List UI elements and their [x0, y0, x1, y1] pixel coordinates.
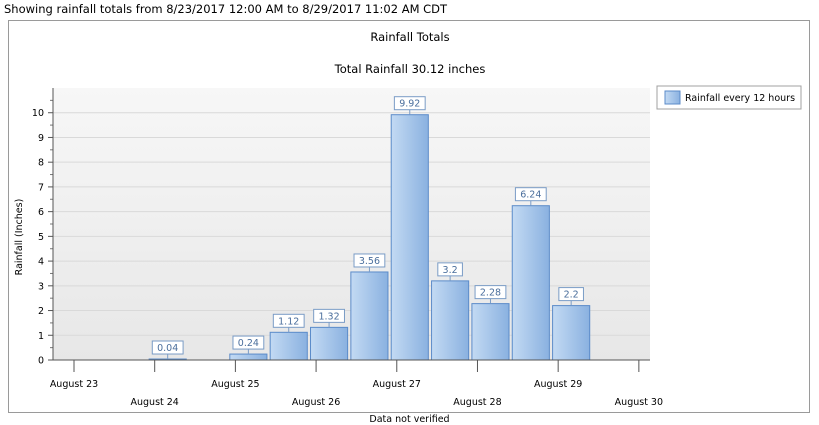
plot-area: 0 1 2 3 4 5 6 7 8 9 10 0.04 0.24 1.12 1.32 3.56 9.92 3.2 2… [32, 88, 663, 408]
data-label-box [272, 313, 305, 328]
x-tick-label: August 28 [453, 397, 501, 408]
legend-swatch [664, 90, 681, 105]
chart-panel: Rainfall Totals Total Rainfall 30.12 inc… [8, 20, 810, 413]
data-label-box [393, 96, 426, 111]
chart-subtitle: Total Rainfall 30.12 inches [334, 62, 486, 76]
x-tick-label: August 27 [373, 379, 421, 390]
data-label: 9.92 [399, 99, 420, 110]
y-tick-label: 8 [38, 158, 44, 169]
data-label: 0.04 [157, 343, 178, 354]
bar [350, 271, 389, 361]
data-label-box [437, 262, 463, 277]
bar [269, 331, 308, 361]
y-tick-label: 3 [38, 281, 44, 292]
y-tick-label: 1 [38, 331, 44, 342]
data-label-box [474, 285, 507, 300]
y-axis-label: Rainfall (Inches) [14, 199, 25, 276]
data-label: 2.28 [480, 288, 501, 299]
x-tick-label: August 24 [131, 397, 179, 408]
bar [552, 305, 591, 361]
y-tick-label: 4 [38, 257, 44, 268]
data-label-box [353, 253, 386, 268]
x-tick-label: August 29 [534, 379, 582, 390]
data-label: 1.12 [278, 316, 299, 327]
x-tick-label: August 26 [292, 397, 340, 408]
y-tick-label: 2 [38, 306, 44, 317]
header-text: Showing rainfall totals from 8/23/2017 1… [4, 2, 448, 16]
bar [390, 114, 429, 361]
x-tick-label: August 25 [211, 379, 259, 390]
y-tick-label: 7 [38, 182, 44, 193]
data-label: 0.24 [238, 338, 259, 349]
legend-label: Rainfall every 12 hours [685, 93, 795, 104]
data-label-box [313, 308, 345, 323]
bar [229, 353, 268, 361]
chart-title: Rainfall Totals [370, 30, 449, 44]
y-tick-label: 9 [38, 133, 44, 144]
bar [310, 326, 349, 361]
y-tick-label: 0 [38, 356, 44, 367]
bar [431, 280, 470, 361]
y-tick-label: 5 [38, 232, 44, 243]
data-label: 3.56 [359, 256, 380, 267]
data-label-box [558, 287, 584, 302]
data-label: 6.24 [520, 190, 541, 201]
rainfall-chart: Rainfall Totals Total Rainfall 30.12 inc… [14, 30, 802, 408]
data-label-box [232, 335, 265, 350]
data-label-box [151, 340, 184, 355]
x-tick-label: August 30 [615, 397, 663, 408]
y-tick-label: 6 [38, 207, 44, 218]
y-tick-label: 10 [32, 108, 44, 119]
legend: Rainfall every 12 hours [656, 85, 802, 110]
data-label-box [514, 187, 547, 202]
data-label: 1.32 [318, 311, 339, 322]
bar [511, 205, 550, 361]
legend-box [656, 85, 802, 110]
data-label: 3.2 [443, 265, 458, 276]
bar [471, 303, 510, 361]
x-tick-label: August 23 [50, 379, 98, 390]
data-label: 2.2 [564, 290, 579, 301]
footer-text: Data not verified [369, 414, 450, 425]
